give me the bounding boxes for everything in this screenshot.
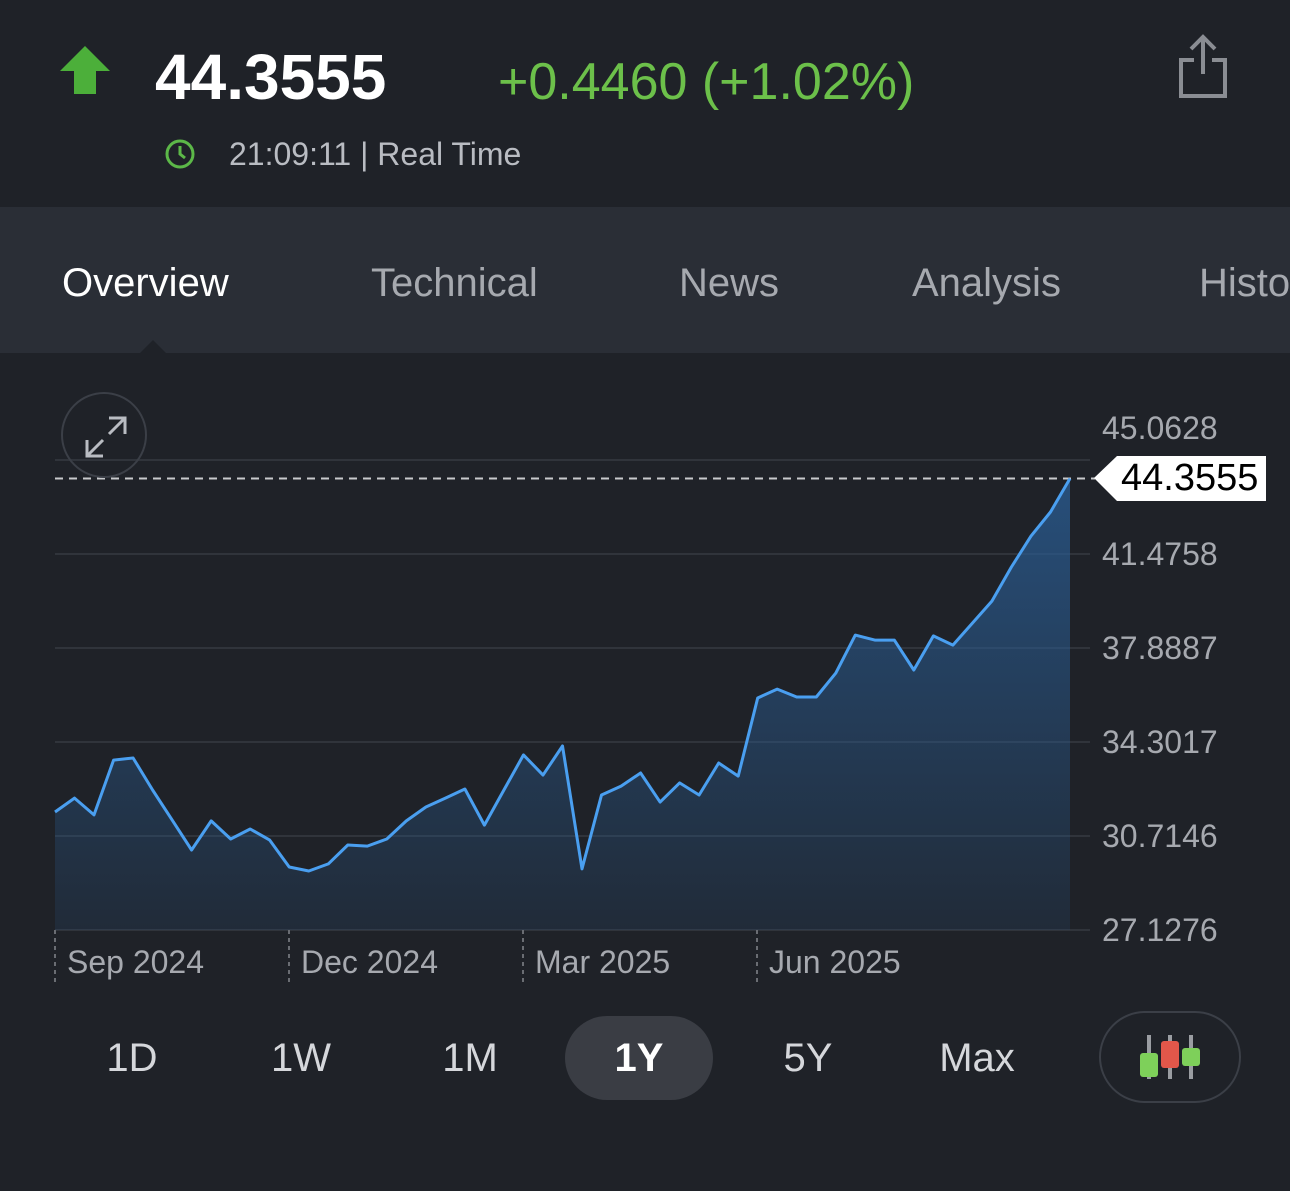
timestamp: 21:09:11 | Real Time [229,136,522,172]
current-price: 44.3555 [155,41,387,113]
range-1d[interactable]: 1D [106,1036,158,1080]
arrow-up-icon [60,46,110,94]
tab-technical[interactable]: Technical [371,261,538,305]
range-1y[interactable]: 1Y [565,1016,713,1100]
chart-type-button[interactable] [1099,1011,1241,1103]
current-price-tag: 44.3555 [1117,456,1267,501]
range-max[interactable]: Max [939,1036,1015,1080]
price-tag-pointer [1094,456,1117,501]
clock-icon [165,139,195,169]
tab-history[interactable]: Histo [1199,261,1290,305]
range-1m[interactable]: 1M [442,1036,498,1080]
x-tick: Jun 2025 [769,944,901,980]
y-tick: 37.8887 [1102,630,1218,666]
expand-chart-button[interactable] [61,392,147,478]
y-tick: 34.3017 [1102,724,1218,760]
y-tick: 30.7146 [1102,818,1218,854]
x-tick: Dec 2024 [301,944,438,980]
share-icon[interactable] [1176,34,1230,100]
tab-news[interactable]: News [679,261,780,305]
active-tab-indicator [140,340,166,353]
tab-overview[interactable]: Overview [62,261,229,305]
range-5y[interactable]: 5Y [783,1036,833,1080]
x-tick: Sep 2024 [67,944,205,980]
range-1w[interactable]: 1W [271,1036,331,1080]
price-line [54,477,1072,873]
tab-bar: Overview Technical News Analysis Histo [0,207,1290,353]
y-tick: 45.0628 [1102,410,1218,446]
y-tick: 41.4758 [1102,536,1218,572]
y-tick: 27.1276 [1102,912,1218,948]
x-tick: Mar 2025 [535,944,671,980]
tab-analysis[interactable]: Analysis [912,261,1061,305]
candlestick-icon [1140,1035,1200,1079]
price-change: +0.4460 (+1.02%) [498,53,915,111]
area-fill [55,478,1070,930]
expand-icon [85,416,127,458]
